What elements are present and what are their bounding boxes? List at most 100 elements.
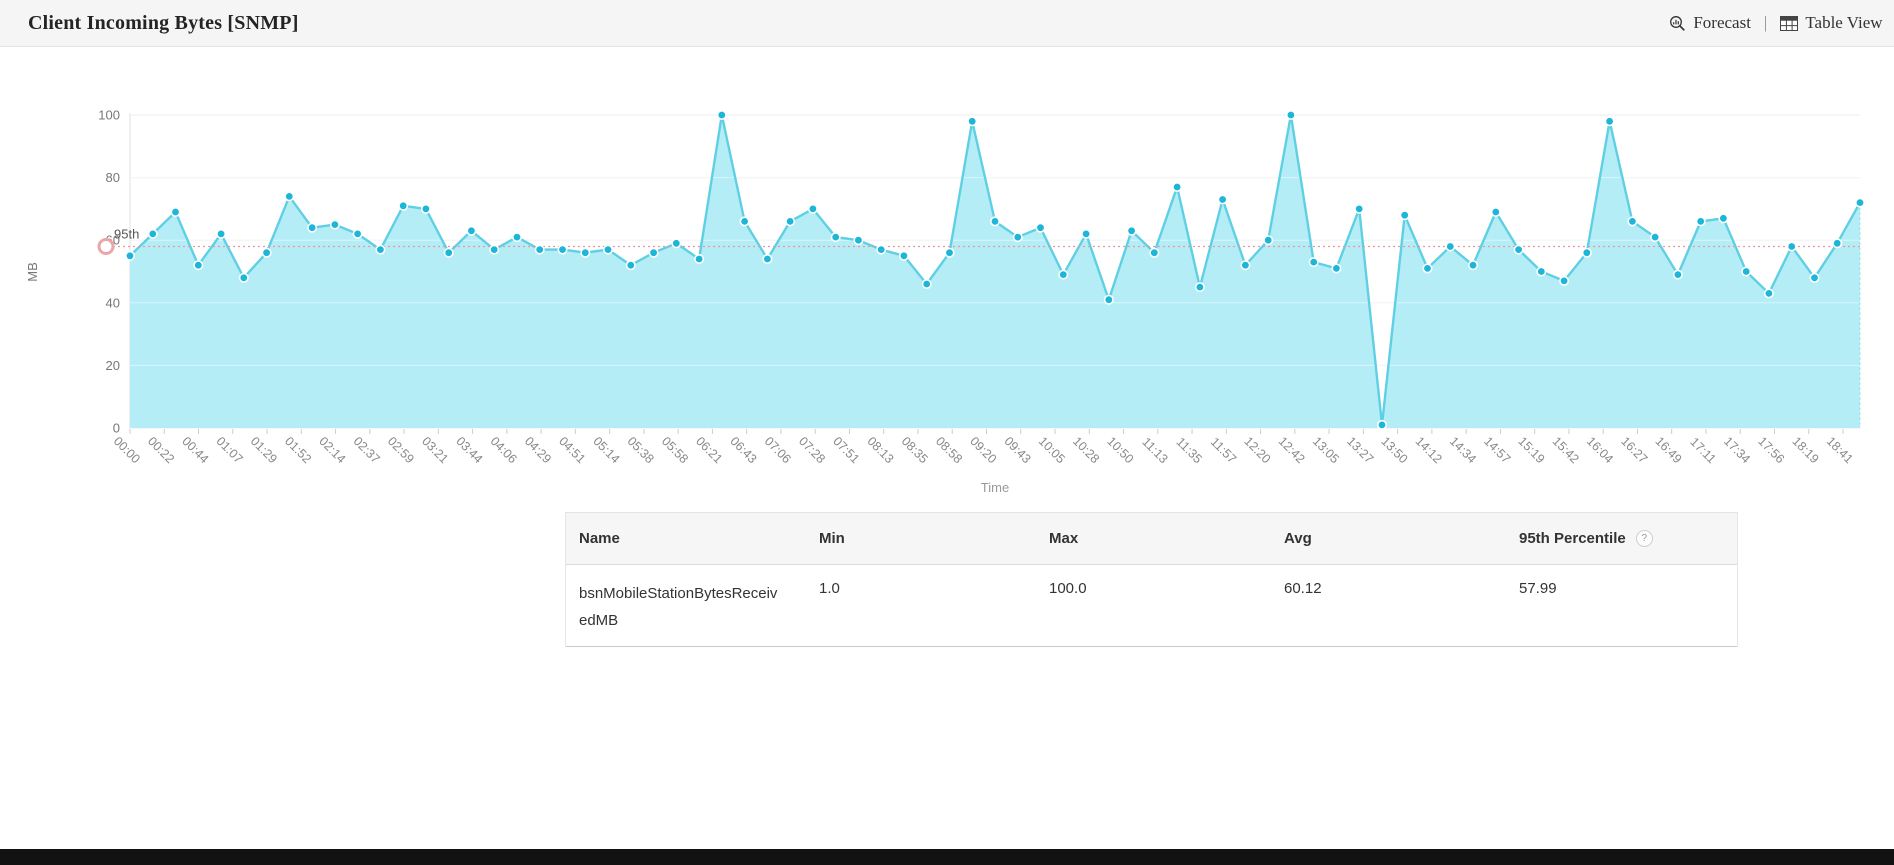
data-point[interactable] (876, 244, 887, 255)
data-point[interactable] (261, 247, 272, 258)
data-point[interactable] (1308, 257, 1319, 268)
data-point[interactable] (1695, 216, 1706, 227)
x-tick-label: 15:42 (1550, 434, 1582, 466)
data-point[interactable] (1377, 419, 1388, 430)
data-point[interactable] (762, 254, 773, 265)
percentile-label: 95th (114, 226, 139, 241)
y-axis-title: MB (25, 262, 40, 282)
data-point[interactable] (1650, 232, 1661, 243)
data-point[interactable] (443, 247, 454, 258)
data-point[interactable] (534, 244, 545, 255)
data-point[interactable] (1559, 275, 1570, 286)
data-point[interactable] (1604, 116, 1615, 127)
x-tick-label: 06:43 (727, 434, 759, 466)
x-tick-label: 12:42 (1276, 434, 1308, 466)
data-point[interactable] (853, 235, 864, 246)
data-point[interactable] (307, 222, 318, 233)
data-point[interactable] (694, 254, 705, 265)
x-tick-label: 00:44 (179, 434, 211, 466)
data-point[interactable] (1240, 260, 1251, 271)
data-point[interactable] (1103, 294, 1114, 305)
data-point[interactable] (1285, 110, 1296, 121)
action-separator: | (1763, 13, 1768, 32)
metric-95th-cell: 57.99 (1519, 580, 1557, 597)
data-point[interactable] (1763, 288, 1774, 299)
data-point[interactable] (1194, 282, 1205, 293)
data-point[interactable] (989, 216, 1000, 227)
data-point[interactable] (352, 228, 363, 239)
data-point[interactable] (466, 225, 477, 236)
data-point[interactable] (1627, 216, 1638, 227)
data-point[interactable] (557, 244, 568, 255)
series-area (130, 115, 1860, 428)
data-point[interactable] (1012, 232, 1023, 243)
x-tick-label: 05:14 (590, 434, 622, 466)
data-point[interactable] (511, 232, 522, 243)
data-point[interactable] (1331, 263, 1342, 274)
data-point[interactable] (1217, 194, 1228, 205)
data-point[interactable] (625, 260, 636, 271)
x-tick-label: 07:06 (762, 434, 794, 466)
data-point[interactable] (1422, 263, 1433, 274)
data-point[interactable] (898, 250, 909, 261)
data-point[interactable] (147, 228, 158, 239)
data-point[interactable] (1081, 228, 1092, 239)
data-point[interactable] (1741, 266, 1752, 277)
data-point[interactable] (170, 207, 181, 218)
forecast-button[interactable]: Forecast (1669, 13, 1751, 33)
data-point[interactable] (1058, 269, 1069, 280)
metric-max-cell: 100.0 (1049, 580, 1087, 597)
x-tick-label: 07:28 (796, 434, 828, 466)
data-point[interactable] (1263, 235, 1274, 246)
data-point[interactable] (1149, 247, 1160, 258)
data-point[interactable] (1490, 207, 1501, 218)
data-point[interactable] (193, 260, 204, 271)
data-point[interactable] (1035, 222, 1046, 233)
data-point[interactable] (1354, 203, 1365, 214)
table-view-button[interactable]: Table View (1780, 13, 1883, 33)
data-point[interactable] (1786, 241, 1797, 252)
data-point[interactable] (716, 110, 727, 121)
data-point[interactable] (785, 216, 796, 227)
data-point[interactable] (1172, 182, 1183, 193)
data-point[interactable] (1672, 269, 1683, 280)
data-point[interactable] (238, 272, 249, 283)
data-point[interactable] (648, 247, 659, 258)
col-header-min: Min (819, 530, 845, 547)
data-point[interactable] (375, 244, 386, 255)
data-point[interactable] (1513, 244, 1524, 255)
data-point[interactable] (1126, 225, 1137, 236)
x-tick-label: 11:57 (1208, 435, 1239, 466)
percentile-marker[interactable] (97, 237, 115, 255)
data-point[interactable] (830, 232, 841, 243)
data-point[interactable] (1718, 213, 1729, 224)
data-point[interactable] (420, 203, 431, 214)
x-tick-label: 04:29 (522, 434, 554, 466)
data-point[interactable] (1399, 210, 1410, 221)
data-point[interactable] (125, 250, 136, 261)
data-point[interactable] (921, 278, 932, 289)
data-point[interactable] (1855, 197, 1866, 208)
data-point[interactable] (807, 203, 818, 214)
data-point[interactable] (216, 228, 227, 239)
data-point[interactable] (967, 116, 978, 127)
stats-table: Name Min Max Avg 95th Percentile ? bsnMo… (565, 512, 1738, 647)
percentile-help-icon[interactable]: ? (1635, 530, 1653, 547)
data-point[interactable] (671, 238, 682, 249)
data-point[interactable] (602, 244, 613, 255)
data-point[interactable] (1468, 260, 1479, 271)
data-point[interactable] (398, 200, 409, 211)
data-point[interactable] (1536, 266, 1547, 277)
data-point[interactable] (1581, 247, 1592, 258)
data-point[interactable] (1809, 272, 1820, 283)
data-point[interactable] (1445, 241, 1456, 252)
data-point[interactable] (284, 191, 295, 202)
data-point[interactable] (739, 216, 750, 227)
data-point[interactable] (489, 244, 500, 255)
data-point[interactable] (329, 219, 340, 230)
data-point[interactable] (1832, 238, 1843, 249)
data-point[interactable] (944, 247, 955, 258)
x-tick-label: 14:12 (1413, 434, 1445, 466)
data-point[interactable] (580, 247, 591, 258)
